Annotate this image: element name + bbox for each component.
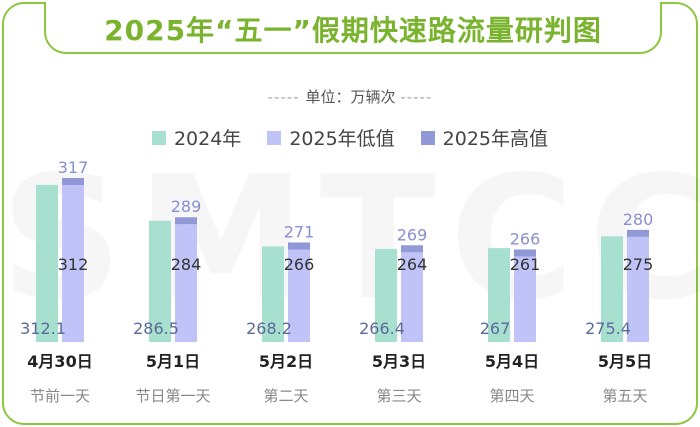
bar-2025-low	[514, 256, 536, 342]
data-label-2024: 268.2	[246, 319, 292, 338]
unit-label: ----- 单位：万辆次 -----	[0, 86, 700, 107]
subcategory-label: 第五天	[602, 387, 647, 405]
data-label-2025-low: 261	[510, 255, 541, 274]
bar-2024	[601, 236, 623, 342]
subcategory-label: 第三天	[376, 387, 421, 405]
data-label-2025-low: 266	[284, 255, 315, 274]
category-label: 4月30日	[27, 352, 92, 371]
bar-2024	[488, 248, 510, 342]
bar-2025-high	[514, 249, 536, 257]
data-label-2025-high: 280	[623, 210, 654, 229]
subcategory-label: 第二天	[263, 387, 308, 405]
category-label: 5月2日	[259, 352, 313, 371]
title-tab: 2025年“五一”假期快速路流量研判图	[44, 2, 662, 54]
bar-2025-low	[401, 252, 423, 342]
legend: 2024年 2025年低值 2025年高值	[0, 124, 700, 151]
data-label-2024: 266.4	[359, 319, 405, 338]
legend-item-2025-high: 2025年高值	[420, 124, 549, 151]
category-label: 5月4日	[485, 352, 539, 371]
legend-label-2025-high: 2025年高值	[442, 128, 549, 150]
bar-2025-high	[401, 245, 423, 253]
bar-2024	[375, 248, 397, 342]
data-label-2024: 267	[480, 319, 511, 338]
data-label-2025-high: 271	[284, 222, 315, 241]
bar-2025-low	[288, 249, 310, 342]
data-label-2024: 275.4	[585, 319, 631, 338]
category-label: 5月1日	[146, 352, 200, 371]
unit-text: 单位：万辆次	[305, 88, 396, 106]
category-label: 5月3日	[372, 352, 426, 371]
subcategory-label: 节前一天	[30, 387, 90, 405]
legend-item-2024: 2024年	[151, 124, 242, 151]
subcategory-label: 第四天	[489, 387, 534, 405]
bar-2024	[262, 246, 284, 342]
bar-2025-high	[175, 217, 197, 225]
bar-2025-low	[627, 236, 649, 342]
unit-dash-left: -----	[267, 88, 306, 106]
bar-2024	[36, 184, 58, 342]
subcategory-label: 节日第一天	[135, 387, 210, 405]
data-label-2025-low: 312	[58, 255, 89, 274]
data-label-2025-low: 284	[171, 255, 202, 274]
legend-item-2025-low: 2025年低值	[267, 124, 395, 151]
bar-2025-high	[627, 229, 649, 237]
data-label-2025-high: 269	[397, 225, 428, 244]
chart-title: 2025年“五一”假期快速路流量研判图	[104, 14, 602, 47]
data-label-2025-low: 275	[623, 255, 654, 274]
unit-dash-right: -----	[400, 88, 433, 106]
data-label-2025-high: 266	[510, 229, 541, 248]
bar-2025-low	[175, 224, 197, 342]
data-label-2025-high: 317	[58, 158, 89, 177]
legend-swatch-2025-high	[420, 130, 435, 145]
legend-label-2025-low: 2025年低值	[289, 128, 395, 150]
bar-2025-low	[62, 185, 84, 342]
bar-2024	[149, 220, 171, 342]
legend-swatch-2024	[151, 130, 166, 145]
data-label-2024: 312.1	[20, 319, 66, 338]
data-label-2024: 286.5	[133, 319, 179, 338]
legend-label-2024: 2024年	[173, 128, 242, 150]
category-label: 5月5日	[598, 352, 652, 371]
data-label-2025-high: 289	[171, 197, 202, 216]
legend-swatch-2025-low	[267, 130, 282, 145]
bar-2025-high	[288, 242, 310, 250]
bar-2025-high	[62, 178, 84, 186]
data-label-2025-low: 264	[397, 255, 428, 274]
